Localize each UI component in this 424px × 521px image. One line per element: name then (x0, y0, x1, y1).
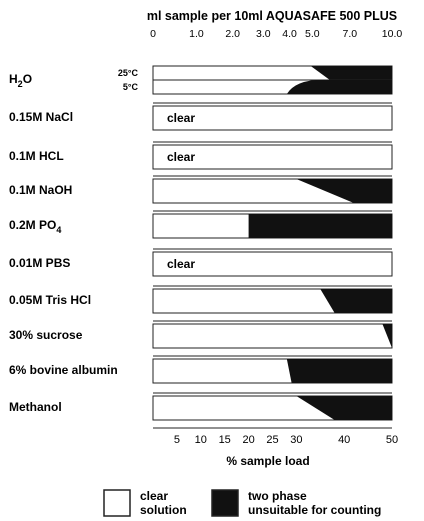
band-outline (152, 105, 393, 131)
bottom-tick-label: 25 (266, 434, 278, 446)
bottom-tick-label: 40 (338, 434, 350, 446)
row-label: 0.01M PBS (9, 256, 70, 270)
legend-swatch (211, 489, 239, 517)
band-outline (152, 323, 393, 349)
two-phase-region (310, 66, 392, 80)
sample-row: H2O 25°C 5°C (9, 65, 393, 95)
temperature-label: 25°C (118, 68, 139, 78)
row-label: 0.05M Tris HCl (9, 293, 91, 307)
two-phase-region (286, 359, 392, 383)
two-phase-region (382, 324, 392, 348)
top-tick-label: 5.0 (305, 28, 320, 40)
sample-row: 0.01M PBS clear (9, 248, 393, 277)
row-label: H2O (9, 72, 32, 89)
bottom-tick-label: 30 (290, 434, 302, 446)
row-label: 0.15M NaCl (9, 110, 73, 124)
sample-row: 0.05M Tris HCl (9, 285, 393, 314)
bottom-tick-label: 50 (386, 434, 398, 446)
sample-row: 6% bovine albumin (9, 355, 393, 384)
bottom-axis: 5 10 15 20 25 30 40 50 (153, 427, 398, 446)
top-tick-label: 0 (150, 28, 156, 40)
band-outline (152, 251, 393, 277)
bottom-tick-label: 15 (219, 434, 231, 446)
x-axis-label: % sample load (226, 454, 309, 468)
clear-label: clear (167, 111, 195, 125)
chart-title: ml sample per 10ml AQUASAFE 500 PLUS (147, 9, 397, 23)
temperature-label: 5°C (123, 82, 139, 92)
top-tick-label: 7.0 (343, 28, 358, 40)
row-label: 30% sucrose (9, 328, 83, 342)
row-label: Methanol (9, 400, 62, 414)
two-phase-region (248, 214, 392, 238)
two-phase-region (296, 179, 392, 203)
legend-label: solution (140, 503, 187, 517)
legend-label: unsuitable for counting (248, 503, 381, 517)
sample-row: 30% sucrose (9, 320, 393, 349)
two-phase-region (320, 289, 392, 313)
top-tick-label: 1.0 (189, 28, 204, 40)
sample-row: 0.1M NaOH (9, 175, 393, 204)
top-tick-label: 4.0 (282, 28, 297, 40)
clear-label: clear (167, 257, 195, 271)
clear-label: clear (167, 150, 195, 164)
legend-label: clear (140, 489, 168, 503)
sample-row: Methanol (9, 392, 393, 421)
sample-row: 0.2M PO4 (9, 210, 393, 239)
top-tick-label: 2.0 (225, 28, 240, 40)
row-label: 0.1M NaOH (9, 183, 72, 197)
two-phase-region (286, 79, 392, 94)
bottom-tick-label: 10 (195, 434, 207, 446)
legend-label: two phase (248, 489, 307, 503)
top-tick-label: 3.0 (256, 28, 271, 40)
bottom-tick-label: 20 (242, 434, 254, 446)
legend-swatch (103, 489, 131, 517)
sample-row: 0.1M HCL clear (9, 141, 393, 170)
row-label: 0.2M PO4 (9, 218, 61, 235)
top-tick-label: 10.0 (382, 28, 403, 40)
top-axis: 0 1.0 2.0 3.0 4.0 5.0 7.0 10.0 (150, 28, 402, 40)
sample-row: 0.15M NaCl clear (9, 102, 393, 131)
bottom-tick-label: 5 (174, 434, 180, 446)
row-label: 6% bovine albumin (9, 363, 118, 377)
band-outline (152, 144, 393, 170)
two-phase-region (296, 396, 392, 420)
row-label: 0.1M HCL (9, 149, 64, 163)
